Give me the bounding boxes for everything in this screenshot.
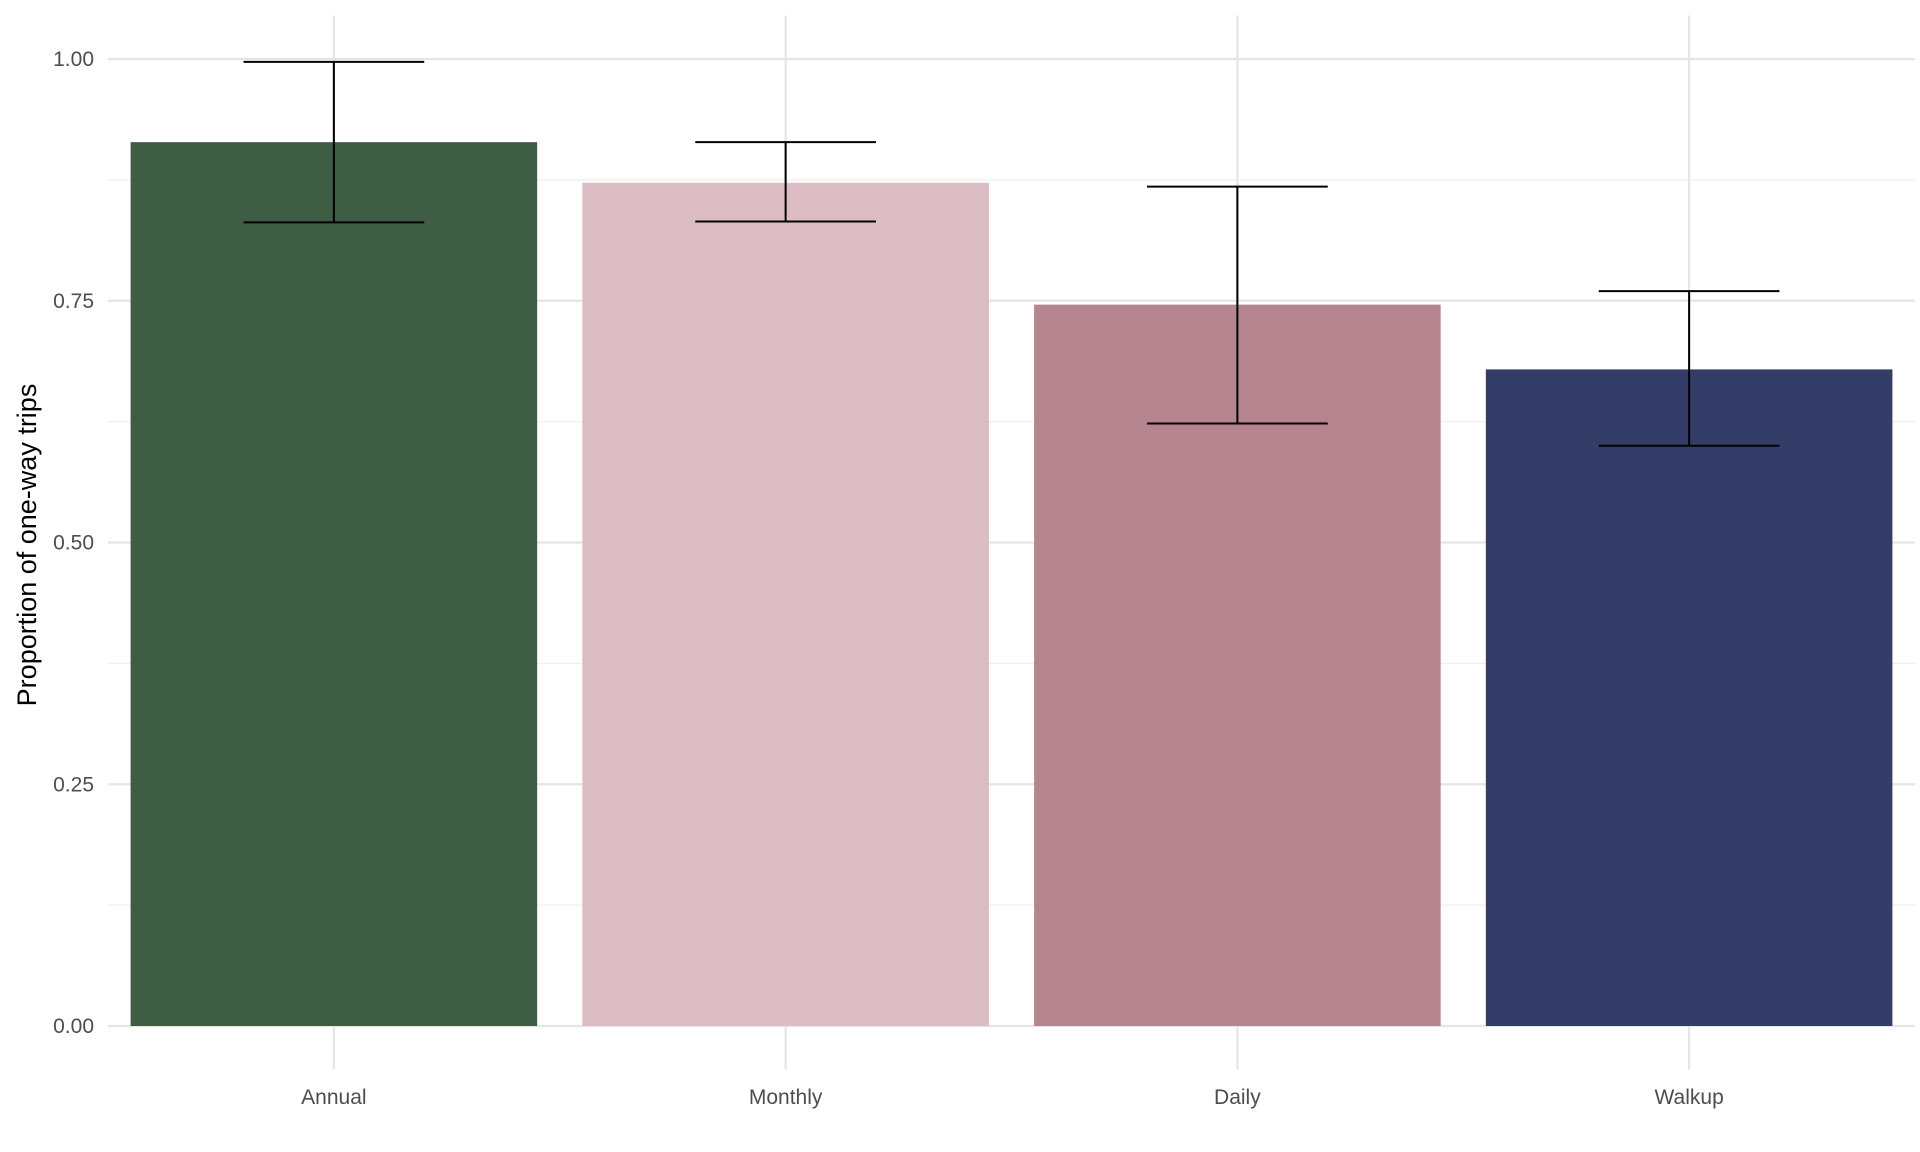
bar-monthly [582, 182, 989, 1026]
x-tick-label-daily: Daily [1214, 1086, 1261, 1109]
error-bar-daily [1147, 185, 1328, 425]
error-bar-monthly [695, 141, 876, 223]
error-bar-annual [243, 60, 425, 224]
y-tick-label: 0.00 [53, 1015, 94, 1038]
bars [130, 142, 1893, 1027]
x-tick-label-walkup: Walkup [1655, 1086, 1724, 1109]
x-axis-tick-labels: Annual Monthly Daily Walkup [301, 1086, 1724, 1109]
x-tick-label-monthly: Monthly [749, 1086, 823, 1109]
y-axis-title: Proportion of one-way trips [12, 384, 42, 707]
error-bars [243, 60, 1780, 447]
x-tick-label-annual: Annual [301, 1086, 366, 1109]
bar-annual [130, 142, 538, 1027]
error-bar-walkup [1598, 290, 1780, 447]
bar-daily [1034, 304, 1441, 1026]
y-axis-tick-labels: 0.00 0.25 0.50 0.75 1.00 [53, 48, 94, 1038]
y-tick-label: 0.75 [53, 290, 94, 313]
y-tick-label: 0.50 [53, 532, 94, 555]
y-tick-label: 1.00 [53, 48, 94, 71]
bar-walkup [1485, 369, 1893, 1027]
y-tick-label: 0.25 [53, 773, 94, 796]
